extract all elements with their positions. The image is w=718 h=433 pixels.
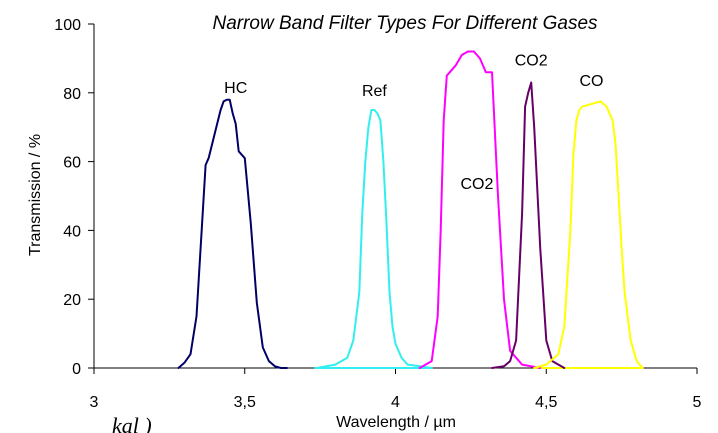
- y-tick-label: 80: [63, 86, 81, 103]
- chart-title: Narrow Band Filter Types For Different G…: [212, 13, 598, 34]
- series-line-hc-0: [177, 98, 288, 369]
- x-axis-label: Wavelength / µm: [336, 414, 456, 431]
- plot-area: 0 20 40 60 80 100 3 3,5 4 4,5 5 HC Ref CO2 CO2 CO: [54, 17, 701, 411]
- y-tick-label: 40: [63, 223, 81, 240]
- series-line-co2-3: [491, 81, 566, 369]
- x-tick-label: 5: [693, 394, 702, 411]
- series-label-hc: HC: [224, 80, 247, 97]
- y-axis-label: Transmission / %: [27, 134, 44, 256]
- series-line-co2-2: [418, 50, 542, 369]
- x-tick-label: 3: [90, 394, 99, 411]
- y-tick-label: 20: [63, 292, 81, 309]
- series-label-co2: CO2: [515, 52, 548, 69]
- series-line-co-4: [533, 100, 644, 369]
- series-line-ref-1: [316, 109, 433, 369]
- series-label-co2: CO2: [460, 176, 493, 193]
- x-tick-label: 4: [391, 394, 400, 411]
- x-tick-label: 3,5: [234, 394, 256, 411]
- y-tick-label: 0: [72, 361, 81, 378]
- y-tick-label: 60: [63, 155, 81, 172]
- y-tick-label: 100: [54, 17, 81, 34]
- partial-caption-text: kal ): [112, 413, 152, 433]
- series-label-ref: Ref: [362, 83, 387, 100]
- series-label-co: CO: [579, 73, 603, 90]
- x-tick-label: 4,5: [535, 394, 557, 411]
